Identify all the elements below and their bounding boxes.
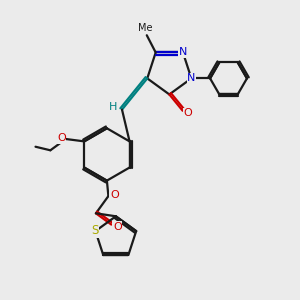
Text: O: O (57, 134, 66, 143)
Text: S: S (91, 224, 99, 237)
Text: N: N (179, 47, 187, 58)
Text: H: H (109, 102, 117, 112)
Text: O: O (110, 190, 119, 200)
Text: O: O (113, 222, 122, 232)
Text: O: O (184, 108, 192, 118)
Text: N: N (187, 74, 196, 83)
Text: Me: Me (138, 23, 152, 33)
